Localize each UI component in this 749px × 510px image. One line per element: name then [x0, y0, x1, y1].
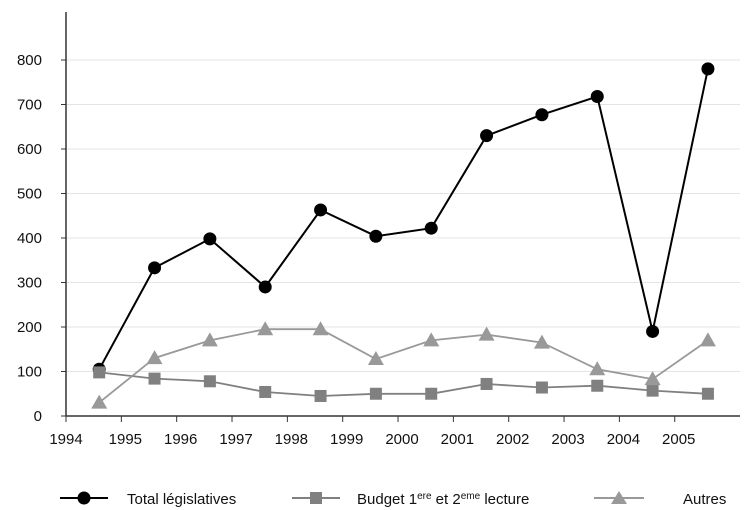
x-tick-label: 1995: [109, 431, 142, 448]
y-tick-label: 0: [34, 408, 42, 425]
data-point: [148, 372, 161, 385]
data-point: [259, 385, 272, 398]
data-point: [314, 389, 327, 402]
x-tick-label: 1996: [164, 431, 197, 448]
series-0: [92, 62, 715, 376]
legend-item-autres: Autres: [594, 491, 726, 508]
x-tick-label: 2000: [385, 431, 418, 448]
legend-marker-total: [77, 491, 91, 505]
data-point: [93, 366, 106, 379]
data-point: [369, 387, 382, 400]
gridlines: [66, 59, 740, 372]
data-point: [148, 261, 162, 275]
legend-label-total: Total législatives: [127, 491, 236, 508]
series-line: [98, 328, 709, 404]
data-point: [146, 350, 163, 365]
y-tick-label: 500: [17, 186, 42, 203]
y-tick-label: 100: [17, 364, 42, 381]
data-point: [258, 280, 272, 294]
data-point: [423, 332, 440, 347]
data-point: [480, 129, 494, 143]
x-tick-label: 1998: [275, 431, 308, 448]
legend-marker-budget: [310, 492, 322, 504]
axes: 0 100 200 300 400 500 600 700 800 1994 1995 1996 199…: [17, 12, 740, 448]
legend: Total législatives Budget 1ere et 2eme l…: [60, 491, 726, 508]
x-tick-label: 2005: [662, 431, 695, 448]
data-point: [646, 324, 660, 338]
data-point: [701, 387, 714, 400]
legend-item-budget: Budget 1ere et 2eme lecture: [292, 491, 529, 508]
legend-label-budget: Budget 1ere et 2eme lecture: [357, 491, 529, 508]
data-point: [312, 321, 329, 336]
data-point: [424, 221, 438, 235]
x-tick-label: 1997: [219, 431, 252, 448]
data-point: [644, 371, 661, 386]
legend-marker-autres: [611, 491, 627, 504]
series-2: [91, 321, 716, 409]
data-point: [535, 381, 548, 394]
y-tick-label: 300: [17, 275, 42, 292]
data-point: [591, 379, 604, 392]
data-point: [701, 62, 715, 76]
legend-item-total: Total législatives: [60, 491, 236, 508]
y-tick-label: 800: [17, 52, 42, 69]
x-tick-label: 2002: [496, 431, 529, 448]
x-tick-label: 2001: [441, 431, 474, 448]
y-tick-label: 400: [17, 230, 42, 247]
x-tick-label: 1999: [330, 431, 363, 448]
data-point: [91, 394, 108, 409]
data-point: [480, 377, 493, 390]
data-point: [314, 203, 328, 217]
x-tick-label: 2003: [551, 431, 584, 448]
series-1: [93, 366, 714, 402]
data-point: [257, 321, 274, 336]
series-layer: [91, 62, 716, 409]
data-point: [425, 387, 438, 400]
data-point: [589, 361, 606, 376]
data-point: [478, 326, 495, 341]
data-point: [203, 375, 216, 388]
y-tick-label: 700: [17, 97, 42, 114]
data-point: [533, 334, 550, 349]
series-line: [99, 371, 708, 397]
x-tick-label: 1994: [49, 431, 82, 448]
data-point: [367, 351, 384, 366]
data-point: [590, 89, 604, 103]
data-point: [646, 384, 659, 397]
data-point: [535, 108, 549, 122]
data-point: [699, 332, 716, 347]
y-tick-label: 200: [17, 319, 42, 336]
data-point: [369, 229, 383, 243]
series-line: [98, 68, 709, 370]
data-point: [201, 332, 218, 347]
y-tick-label: 600: [17, 141, 42, 158]
data-point: [203, 232, 217, 246]
x-tick-label: 2004: [607, 431, 640, 448]
legend-label-autres: Autres: [683, 491, 726, 508]
